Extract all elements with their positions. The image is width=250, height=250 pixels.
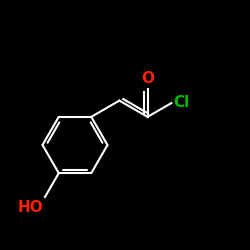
Text: Cl: Cl (173, 95, 190, 110)
Text: O: O (141, 70, 154, 86)
Text: HO: HO (18, 200, 44, 215)
